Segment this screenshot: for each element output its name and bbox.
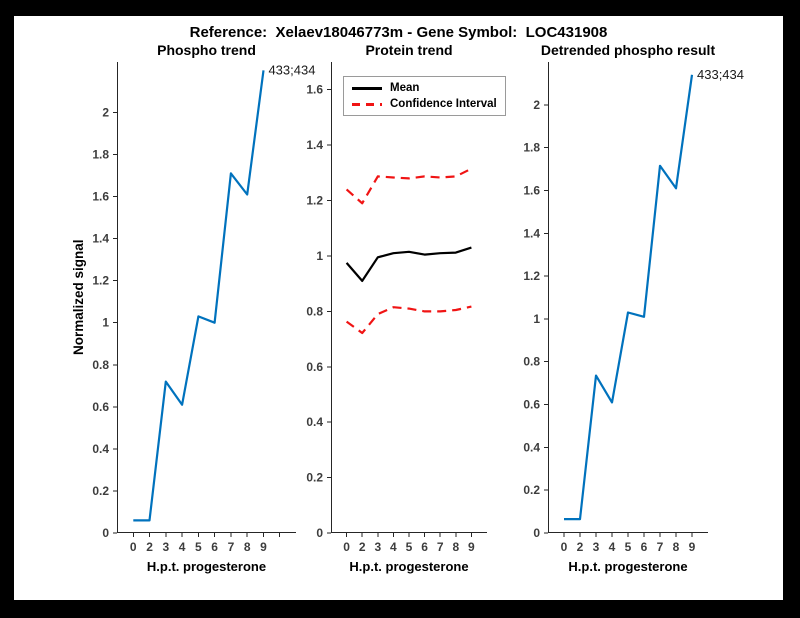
mean-line-sample-icon xyxy=(352,86,382,90)
y-tick-label: 1.2 xyxy=(306,194,323,208)
x-tick-label: 5 xyxy=(195,540,202,554)
x-tick-label: 7 xyxy=(657,540,664,554)
phospho-trend-plot-area: 0 2 3 4 5 6 7 8 900.20.40.60.811.21.41.61.82433;… xyxy=(92,62,315,554)
y-tick-label: 0.4 xyxy=(523,440,540,454)
series-confidence-interval-lower xyxy=(345,305,472,335)
y-tick-label: 1.4 xyxy=(523,226,540,240)
y-tick-label: 1.6 xyxy=(306,83,323,97)
y-tick-label: 0.2 xyxy=(306,471,323,485)
y-tick-label: 1.4 xyxy=(92,232,109,246)
y-tick-label: 0.8 xyxy=(306,304,323,318)
series-phospho-signal xyxy=(133,70,265,522)
point-annotation: 433;434 xyxy=(268,62,315,77)
phospho-trend-plot: Phospho trend Normalized signal H.p.t. p… xyxy=(71,42,315,574)
y-tick-label: 0.4 xyxy=(306,415,323,429)
y-tick-label: 1 xyxy=(533,312,540,326)
legend: Mean Confidence Interval xyxy=(343,76,506,116)
detrended-phospho-plot: Detrended phospho result H.p.t. progeste… xyxy=(523,42,744,574)
y-axis-label: Normalized signal xyxy=(71,239,86,356)
detrended-phospho-plot-area: 0 2 3 4 5 6 7 8 900.20.40.60.811.21.41.61.82433;… xyxy=(523,62,744,554)
x-axis-label-2: H.p.t. progesterone xyxy=(349,559,469,574)
series-detrended-phospho-signal xyxy=(564,74,694,521)
x-tick-label: 5 xyxy=(406,540,413,554)
x-tick-label: 2 xyxy=(577,540,584,554)
protein-trend-plot: Protein trend H.p.t. progesterone Mean C… xyxy=(306,42,506,574)
x-tick-label: 2 xyxy=(359,540,366,554)
y-tick-label: 1 xyxy=(316,249,323,263)
y-tick-label: 1.2 xyxy=(92,274,109,288)
y-tick-label: 2 xyxy=(102,105,109,119)
y-tick-label: 0 xyxy=(533,526,540,540)
figure-title: Reference: Xelaev18046773m - Gene Symbol… xyxy=(189,24,608,41)
x-tick-label: 3 xyxy=(162,540,169,554)
series-mean xyxy=(345,246,472,282)
y-tick-label: 1 xyxy=(102,316,109,330)
point-annotation: 433;434 xyxy=(697,67,744,82)
y-tick-label: 0.8 xyxy=(92,358,109,372)
figure-canvas: Reference: Xelaev18046773m - Gene Symbol… xyxy=(14,16,783,600)
x-tick-label: 9 xyxy=(468,540,475,554)
confidence-interval-line-sample-icon xyxy=(352,102,382,106)
y-tick-label: 1.2 xyxy=(523,269,540,283)
x-tick-label: 8 xyxy=(244,540,251,554)
x-tick-label: 3 xyxy=(593,540,600,554)
x-tick-label: 3 xyxy=(374,540,381,554)
x-axis-label-1: H.p.t. progesterone xyxy=(146,559,267,574)
x-tick-label: 6 xyxy=(641,540,648,554)
x-tick-label: 7 xyxy=(437,540,444,554)
x-tick-label: 8 xyxy=(673,540,680,554)
x-tick-label: 7 xyxy=(228,540,235,554)
x-tick-label: 5 xyxy=(625,540,632,554)
x-tick-label: 8 xyxy=(452,540,459,554)
detrended-phospho-title: Detrended phospho result xyxy=(540,42,716,58)
protein-trend-plot-area: 0 2 3 4 5 6 7 8 900.20.40.60.811.21.41.6 xyxy=(306,62,487,554)
y-tick-label: 0.6 xyxy=(523,398,540,412)
y-tick-label: 1.8 xyxy=(523,141,540,155)
x-tick-label: 0 xyxy=(561,540,568,554)
y-tick-label: 0.6 xyxy=(92,400,109,414)
x-tick-label: 9 xyxy=(260,540,267,554)
legend-row-confidence-interval: Confidence Interval xyxy=(352,98,497,110)
y-tick-label: 0.4 xyxy=(92,442,109,456)
x-tick-label: 0 xyxy=(343,540,350,554)
phospho-trend-title: Phospho trend xyxy=(157,42,256,58)
x-tick-label: 6 xyxy=(421,540,428,554)
series-confidence-interval-upper xyxy=(345,167,472,205)
y-tick-label: 2 xyxy=(533,98,540,112)
x-tick-label: 4 xyxy=(390,540,397,554)
y-tick-label: 1.6 xyxy=(523,183,540,197)
y-tick-label: 1.4 xyxy=(306,138,323,152)
y-tick-label: 1.8 xyxy=(92,148,109,162)
x-tick-label: 4 xyxy=(609,540,616,554)
y-tick-label: 0 xyxy=(316,526,323,540)
x-tick-label: 0 xyxy=(130,540,137,554)
y-tick-label: 0.8 xyxy=(523,355,540,369)
y-tick-label: 0.2 xyxy=(523,483,540,497)
x-axis-label-3: H.p.t. progesterone xyxy=(568,559,688,574)
x-tick-label: 9 xyxy=(689,540,696,554)
protein-trend-title: Protein trend xyxy=(365,42,453,58)
legend-label-mean: Mean xyxy=(390,82,420,94)
x-tick-label: 4 xyxy=(179,540,186,554)
y-tick-label: 0.6 xyxy=(306,360,323,374)
y-tick-label: 1.6 xyxy=(92,190,109,204)
x-tick-label: 2 xyxy=(146,540,153,554)
y-tick-label: 0 xyxy=(102,526,109,540)
x-tick-label: 6 xyxy=(211,540,218,554)
y-tick-label: 0.2 xyxy=(92,484,109,498)
legend-label-confidence-interval: Confidence Interval xyxy=(390,98,497,110)
legend-row-mean: Mean xyxy=(352,82,497,94)
